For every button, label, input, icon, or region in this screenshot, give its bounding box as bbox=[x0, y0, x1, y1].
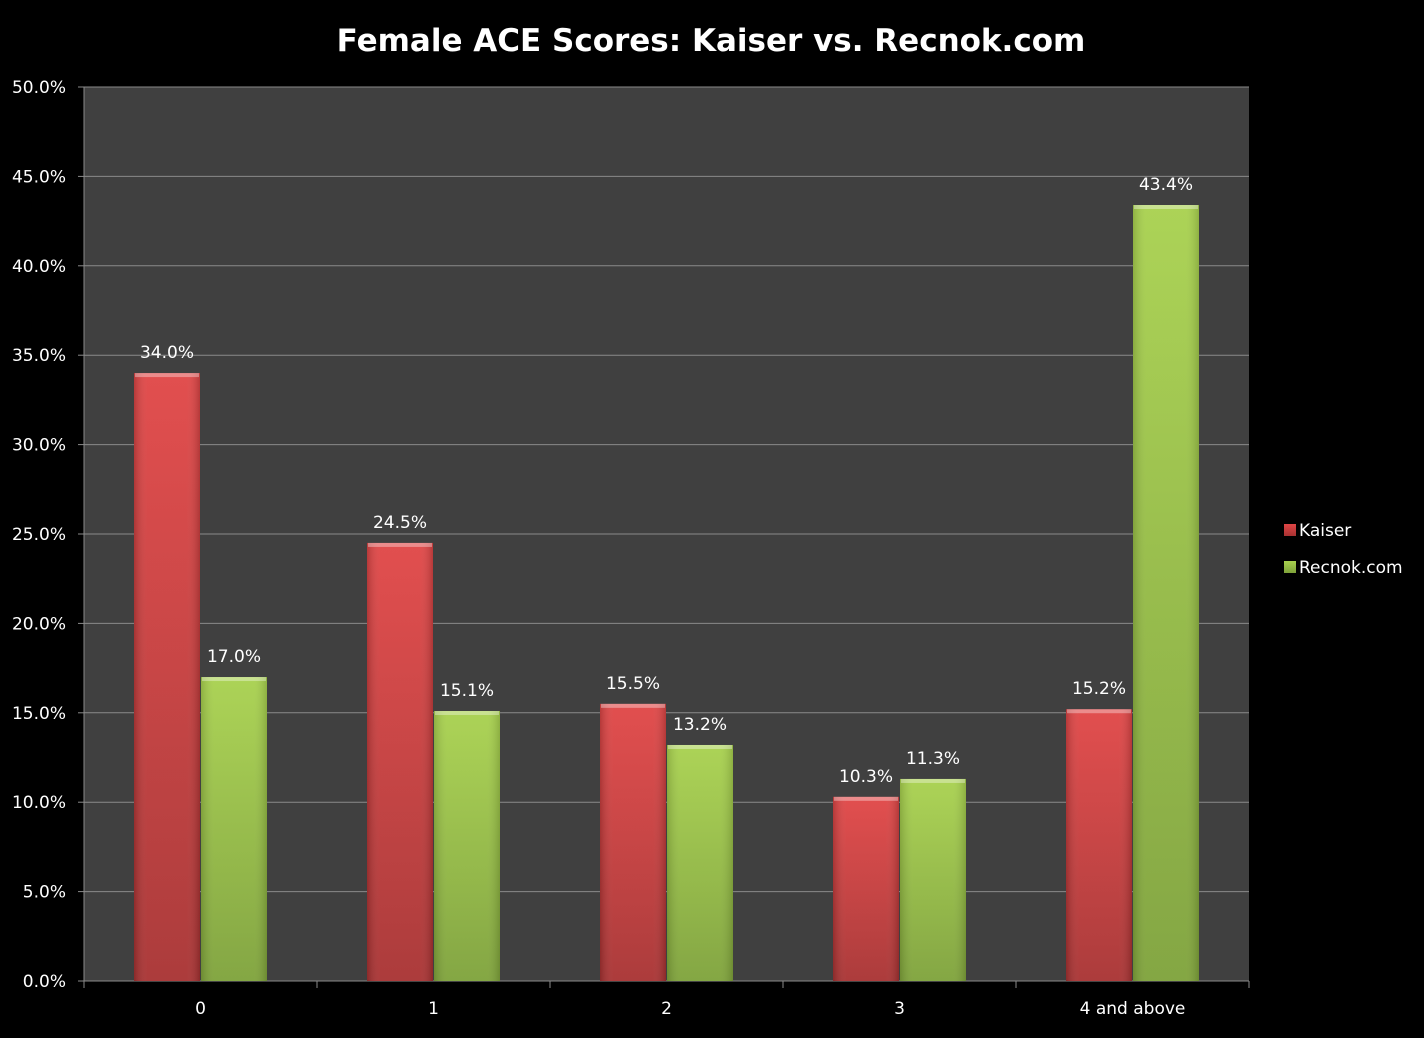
bar-highlight bbox=[601, 703, 665, 708]
data-label: 15.1% bbox=[440, 681, 494, 701]
bar-shading bbox=[1133, 205, 1199, 981]
x-category-label: 2 bbox=[661, 999, 672, 1019]
data-label: 11.3% bbox=[906, 749, 960, 769]
bar-kaiser-4-and-above bbox=[1066, 709, 1132, 981]
x-category-label: 4 and above bbox=[1080, 999, 1186, 1019]
y-tick-label: 10.0% bbox=[12, 793, 66, 813]
bar-highlight bbox=[368, 542, 432, 547]
legend-item-kaiser: Kaiser bbox=[1284, 521, 1351, 541]
y-tick-label: 20.0% bbox=[12, 614, 66, 634]
y-tick-label: 30.0% bbox=[12, 436, 66, 456]
chart-title: Female ACE Scores: Kaiser vs. Recnok.com bbox=[337, 23, 1086, 59]
bar-shading bbox=[201, 677, 267, 981]
data-label: 13.2% bbox=[673, 715, 727, 735]
data-label: 15.5% bbox=[606, 674, 660, 694]
bar-highlight bbox=[834, 796, 898, 801]
data-label: 43.4% bbox=[1139, 175, 1193, 195]
bar-highlight bbox=[135, 373, 199, 378]
bar-highlight bbox=[901, 778, 965, 783]
data-label: 17.0% bbox=[207, 647, 261, 667]
y-tick-label: 40.0% bbox=[12, 257, 66, 277]
legend-label: Kaiser bbox=[1299, 521, 1351, 541]
data-label: 24.5% bbox=[373, 513, 427, 533]
data-label: 34.0% bbox=[140, 343, 194, 363]
y-tick-label: 5.0% bbox=[23, 883, 66, 903]
legend: Kaiser Recnok.com bbox=[1284, 521, 1403, 578]
bar-recnok-com-3 bbox=[900, 778, 966, 981]
bar-recnok-com-2 bbox=[667, 744, 733, 981]
y-tick-label: 50.0% bbox=[12, 78, 66, 98]
bar-shading bbox=[600, 703, 666, 981]
bar-shading bbox=[667, 744, 733, 981]
x-axis: 0 1 2 3 4 and above bbox=[83, 980, 1250, 1019]
bar-highlight bbox=[668, 744, 732, 749]
legend-item-recnok-com: Recnok.com bbox=[1284, 558, 1403, 578]
bar-shading bbox=[434, 711, 500, 981]
legend-swatch bbox=[1284, 524, 1296, 536]
bar-highlight bbox=[435, 711, 499, 716]
data-label: 10.3% bbox=[839, 767, 893, 787]
bar-kaiser-1 bbox=[367, 542, 433, 981]
legend-swatch bbox=[1284, 561, 1296, 573]
x-category-label: 0 bbox=[195, 999, 206, 1019]
bar-highlight bbox=[1134, 205, 1198, 210]
x-category-label: 3 bbox=[894, 999, 905, 1019]
x-category-label: 1 bbox=[428, 999, 439, 1019]
y-tick-label: 0.0% bbox=[23, 972, 66, 992]
y-tick-label: 25.0% bbox=[12, 525, 66, 545]
bars bbox=[134, 205, 1199, 982]
gridlines bbox=[84, 86, 1249, 893]
legend-label: Recnok.com bbox=[1299, 558, 1403, 578]
bar-highlight bbox=[202, 677, 266, 682]
y-tick-label: 45.0% bbox=[12, 167, 66, 187]
bar-kaiser-3 bbox=[833, 796, 899, 981]
bar-shading bbox=[367, 542, 433, 981]
bar-highlight bbox=[1067, 709, 1131, 714]
bar-shading bbox=[900, 778, 966, 981]
bar-shading bbox=[134, 373, 200, 982]
y-tick-label: 15.0% bbox=[12, 704, 66, 724]
bar-recnok-com-4-and-above bbox=[1133, 205, 1199, 981]
y-tick-label: 35.0% bbox=[12, 346, 66, 366]
bar-kaiser-2 bbox=[600, 703, 666, 981]
data-label: 15.2% bbox=[1072, 679, 1126, 699]
bar-shading bbox=[833, 796, 899, 981]
bar-recnok-com-1 bbox=[434, 711, 500, 981]
bar-recnok-com-0 bbox=[201, 677, 267, 981]
data-labels: 34.0% 17.0% 24.5% 15.1% 15.5% 13.2% 10.3% 11.3%… bbox=[140, 175, 1193, 787]
y-axis: 0.0% 5.0% 10.0% 15.0% 20.0% 25.0% 30.0% 35.0% 40… bbox=[12, 78, 85, 992]
bar-kaiser-0 bbox=[134, 373, 200, 982]
bar-shading bbox=[1066, 709, 1132, 981]
